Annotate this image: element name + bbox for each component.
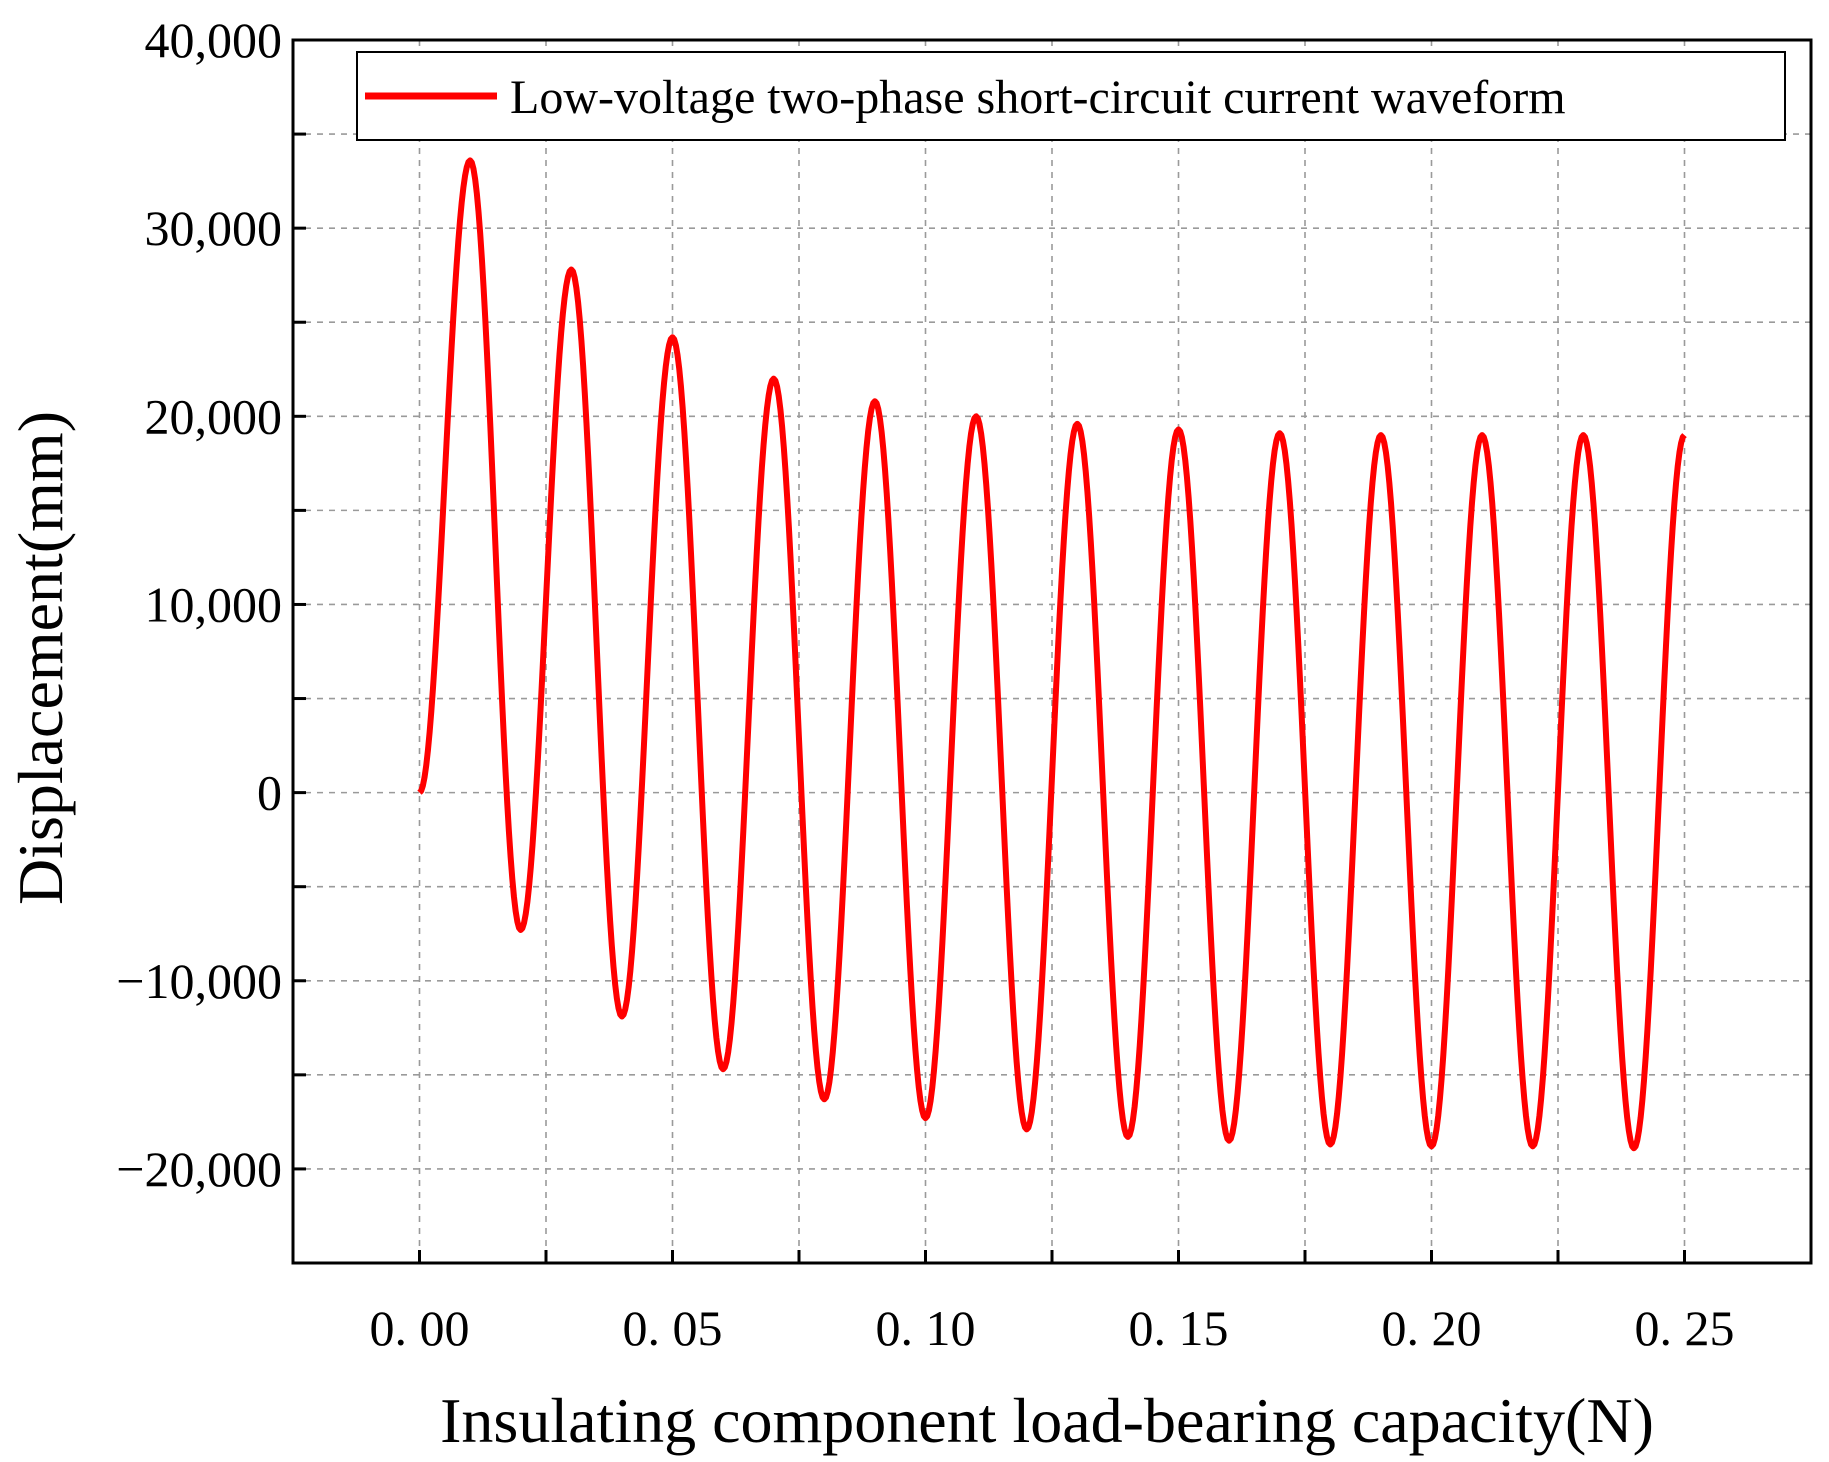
legend-box: [356, 51, 1786, 141]
x-tick-label: 0. 15: [1129, 1300, 1229, 1356]
x-tick-label: 0. 20: [1382, 1300, 1482, 1356]
x-tick-label: 0. 00: [370, 1300, 470, 1356]
y-tick-label: 40,000: [145, 12, 283, 68]
y-tick-label: 20,000: [145, 388, 283, 444]
y-tick-label: −10,000: [116, 953, 282, 1009]
x-axis-title: Insulating component load-bearing capaci…: [440, 1385, 1654, 1456]
legend: Low-voltage two-phase short-circuit curr…: [356, 51, 1786, 141]
y-tick-label: 30,000: [145, 200, 283, 256]
x-tick-label: 0. 25: [1635, 1300, 1735, 1356]
legend-label: Low-voltage two-phase short-circuit curr…: [510, 71, 1566, 124]
y-axis-title: Displacement(mm): [5, 411, 76, 905]
grid-lines: [293, 40, 1811, 1263]
axis-ticks: [293, 132, 1686, 1263]
series-line: [417, 157, 1687, 1152]
tick-labels: 0. 00 0. 05 0. 10 0. 15 0. 20 0. 25 40,000 30,0…: [116, 12, 1734, 1356]
x-tick-label: 0. 05: [623, 1300, 723, 1356]
y-tick-label: 10,000: [145, 576, 283, 632]
series-layer: [417, 157, 1687, 1152]
y-tick-label: 0: [257, 765, 282, 821]
x-tick-label: 0. 10: [876, 1300, 976, 1356]
y-tick-label: −20,000: [116, 1141, 282, 1197]
